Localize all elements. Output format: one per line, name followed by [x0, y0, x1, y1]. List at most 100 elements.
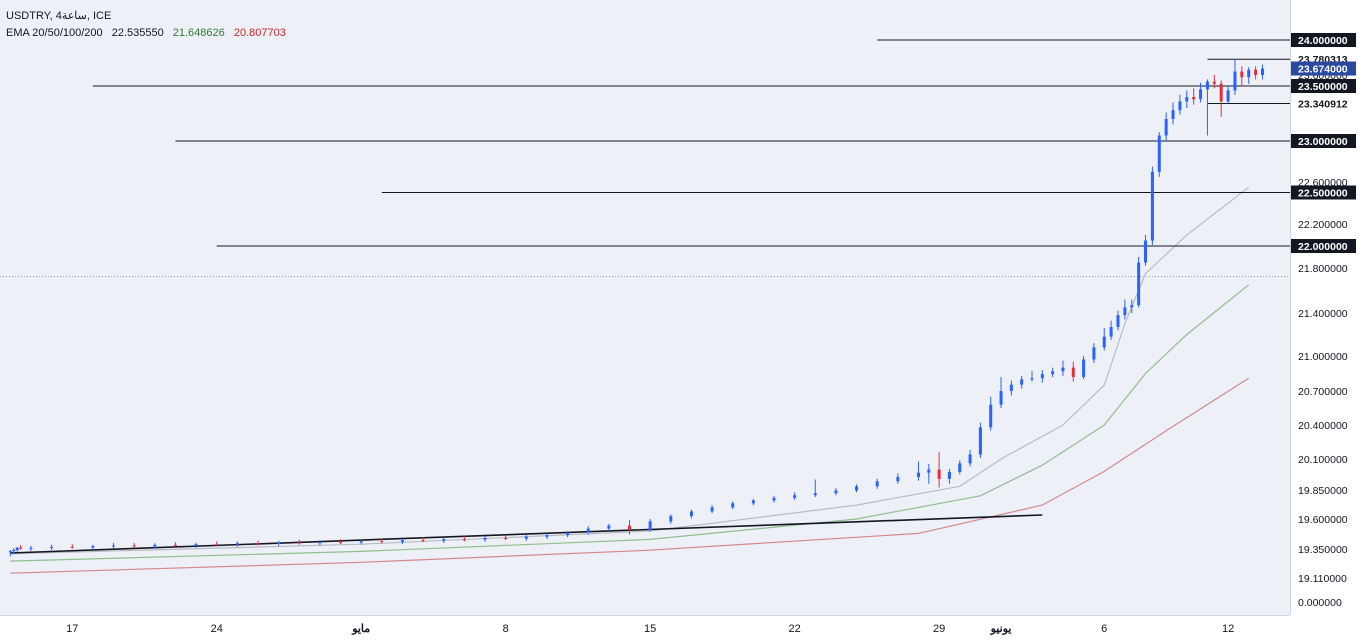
symbol-row: USDTRY, 4ساعة, ICE	[6, 8, 292, 25]
y-tick-label: 21.800000	[1298, 263, 1348, 275]
candle-body	[1061, 367, 1065, 372]
candle-body	[978, 427, 982, 455]
candle-body	[1082, 359, 1086, 377]
x-tick-label: مايو	[351, 623, 370, 635]
candle-body	[297, 542, 301, 544]
candle-body	[1009, 384, 1013, 391]
candle-body	[29, 547, 33, 549]
candle-body	[793, 495, 797, 498]
level-tag	[1291, 185, 1356, 200]
candle-body	[1030, 378, 1034, 380]
candle-body	[256, 543, 260, 545]
current-price-tag	[1291, 61, 1356, 76]
candle-body	[628, 525, 632, 530]
level-tag	[1291, 134, 1356, 148]
candle-body	[70, 546, 74, 548]
candle-body	[772, 497, 776, 501]
candle-body	[1260, 68, 1264, 75]
candle-body	[112, 545, 116, 547]
candle-body	[751, 500, 755, 504]
level-tag-label: 22.500000	[1298, 188, 1348, 200]
x-tick-label: 22	[789, 623, 801, 635]
candle-body	[1178, 101, 1182, 111]
plot-background	[0, 0, 1290, 615]
candle-body	[566, 532, 570, 536]
candle-body	[937, 469, 941, 479]
candle-body	[380, 541, 384, 543]
y-tick-label: 19.850000	[1298, 485, 1348, 497]
candle-body	[1109, 326, 1113, 337]
candle-body	[1205, 81, 1209, 90]
candle-body	[855, 486, 859, 491]
candle-body	[834, 490, 838, 494]
chart-legend: USDTRY, 4ساعة, ICE EMA 20/50/100/200 22.…	[6, 8, 292, 42]
candle-body	[504, 537, 508, 539]
y-tick-label: 0.000000	[1298, 597, 1342, 609]
candle-body	[710, 507, 714, 512]
level-tag	[1291, 33, 1356, 47]
symbol-line: USDTRY, 4ساعة, ICE	[6, 10, 112, 22]
candle-body	[1164, 119, 1168, 136]
candle-body	[215, 544, 219, 546]
ema50-value: 21.648626	[172, 27, 225, 39]
ema20-value: 22.535550	[111, 27, 164, 39]
x-tick-label: 12	[1222, 623, 1234, 635]
candle-body	[1020, 379, 1024, 385]
candle-body	[1185, 97, 1189, 102]
candle-body	[442, 539, 446, 541]
candle-body	[1171, 110, 1175, 119]
ema-line-2	[10, 284, 1250, 562]
candle-body	[1102, 336, 1106, 348]
y-tick-label: 20.700000	[1298, 386, 1348, 398]
y-tick-label: 20.100000	[1298, 454, 1348, 466]
candle-body	[896, 476, 900, 482]
y-tick-label: 20.400000	[1298, 420, 1348, 432]
x-tick-label: 15	[644, 623, 656, 635]
x-tick-label: 8	[503, 623, 509, 635]
candle-body	[483, 537, 487, 540]
candle-body	[689, 511, 693, 517]
marked-price-tag	[1291, 96, 1356, 111]
candle-body	[1233, 71, 1237, 91]
candle-body	[1254, 69, 1258, 75]
candle-body	[731, 503, 735, 508]
candle-body	[916, 472, 920, 477]
x-tick-label: 29	[933, 623, 945, 635]
candle-body	[958, 463, 962, 473]
candle-body	[1144, 240, 1148, 263]
candle-body	[318, 541, 322, 544]
candle-body	[359, 541, 363, 543]
candle-body	[50, 546, 54, 548]
time-axis-background	[0, 615, 1290, 643]
candle-body	[1116, 315, 1120, 327]
marked-price-label: 23.780313	[1298, 54, 1348, 66]
ema-row: EMA 20/50/100/200 22.535550 21.648626 20…	[6, 25, 292, 42]
candle-body	[462, 539, 466, 541]
candle-body	[1137, 262, 1141, 306]
candle-body	[545, 535, 549, 537]
x-tick-label: 6	[1101, 623, 1107, 635]
candle-body	[968, 454, 972, 464]
current-price-label: 23.674000	[1298, 64, 1348, 76]
ema-label: EMA 20/50/100/200	[6, 27, 103, 39]
candle-body	[1051, 371, 1055, 375]
candle-body	[648, 521, 652, 530]
y-tick-label: 21.400000	[1298, 308, 1348, 320]
candle-body	[235, 543, 239, 545]
candle-body	[277, 542, 281, 544]
level-tag-label: 24.000000	[1298, 35, 1348, 47]
candle-body	[1199, 89, 1203, 100]
candle-body	[12, 549, 16, 552]
candle-body	[132, 545, 136, 547]
candle-body	[947, 472, 951, 479]
candle-body	[927, 469, 931, 473]
candle-body	[1157, 135, 1161, 172]
candle-body	[813, 493, 817, 496]
candle-body	[339, 541, 343, 543]
candle-body	[999, 391, 1003, 405]
candle-body	[1226, 90, 1230, 102]
level-tag-label: 22.000000	[1298, 241, 1348, 253]
candle-body	[91, 546, 95, 548]
